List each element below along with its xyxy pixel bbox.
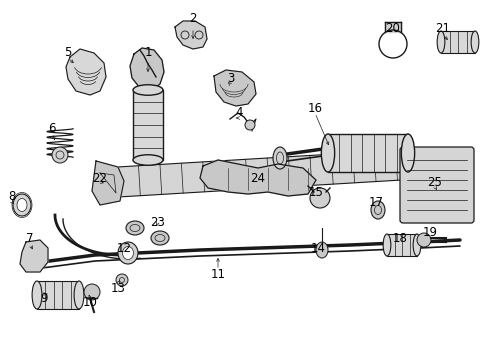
Text: 20: 20 xyxy=(385,22,400,35)
Ellipse shape xyxy=(133,155,163,165)
Polygon shape xyxy=(130,48,163,90)
Polygon shape xyxy=(92,161,124,205)
Polygon shape xyxy=(214,70,256,106)
Ellipse shape xyxy=(436,31,444,53)
Ellipse shape xyxy=(272,147,286,169)
Circle shape xyxy=(309,188,329,208)
Ellipse shape xyxy=(17,198,27,211)
Text: 18: 18 xyxy=(392,231,407,244)
FancyBboxPatch shape xyxy=(399,147,473,223)
Ellipse shape xyxy=(32,281,42,309)
Ellipse shape xyxy=(13,194,31,216)
Text: 13: 13 xyxy=(110,282,125,294)
Circle shape xyxy=(84,284,100,300)
Text: 12: 12 xyxy=(116,242,131,255)
Bar xyxy=(386,234,416,256)
Ellipse shape xyxy=(370,201,384,219)
Text: 16: 16 xyxy=(307,102,322,114)
Ellipse shape xyxy=(412,234,420,256)
Ellipse shape xyxy=(133,85,163,95)
Text: 15: 15 xyxy=(308,186,323,199)
Polygon shape xyxy=(175,21,206,49)
Bar xyxy=(37,281,79,309)
Ellipse shape xyxy=(122,247,133,260)
Text: 2: 2 xyxy=(189,12,196,24)
Ellipse shape xyxy=(151,231,169,245)
Text: 11: 11 xyxy=(210,269,225,282)
Text: 4: 4 xyxy=(235,107,242,120)
Ellipse shape xyxy=(401,134,414,172)
Text: 1: 1 xyxy=(144,45,151,58)
Ellipse shape xyxy=(315,242,327,258)
Text: 22: 22 xyxy=(92,171,107,184)
Text: 23: 23 xyxy=(150,216,165,230)
Ellipse shape xyxy=(383,234,390,256)
Ellipse shape xyxy=(74,281,84,309)
Text: 14: 14 xyxy=(310,242,325,255)
Text: 9: 9 xyxy=(40,292,48,305)
Text: 3: 3 xyxy=(227,72,234,85)
Text: 10: 10 xyxy=(82,297,97,310)
Text: 6: 6 xyxy=(48,122,56,135)
Polygon shape xyxy=(20,240,48,272)
Ellipse shape xyxy=(118,242,138,264)
Bar xyxy=(327,134,407,172)
Text: 19: 19 xyxy=(422,226,437,239)
Bar xyxy=(440,31,474,53)
Ellipse shape xyxy=(126,221,143,235)
Text: 17: 17 xyxy=(368,197,383,210)
Circle shape xyxy=(52,147,68,163)
Text: 8: 8 xyxy=(8,189,16,202)
Text: 25: 25 xyxy=(427,176,442,189)
Polygon shape xyxy=(384,22,400,32)
Text: 7: 7 xyxy=(26,231,34,244)
Ellipse shape xyxy=(470,31,478,53)
Text: 5: 5 xyxy=(64,45,72,58)
Circle shape xyxy=(416,233,430,247)
Bar xyxy=(133,90,163,160)
Text: 21: 21 xyxy=(435,22,449,35)
Circle shape xyxy=(116,274,128,286)
Polygon shape xyxy=(66,49,106,95)
Circle shape xyxy=(244,120,254,130)
Polygon shape xyxy=(200,160,315,196)
Ellipse shape xyxy=(321,134,334,172)
Bar xyxy=(117,149,418,197)
Text: 24: 24 xyxy=(250,171,265,184)
